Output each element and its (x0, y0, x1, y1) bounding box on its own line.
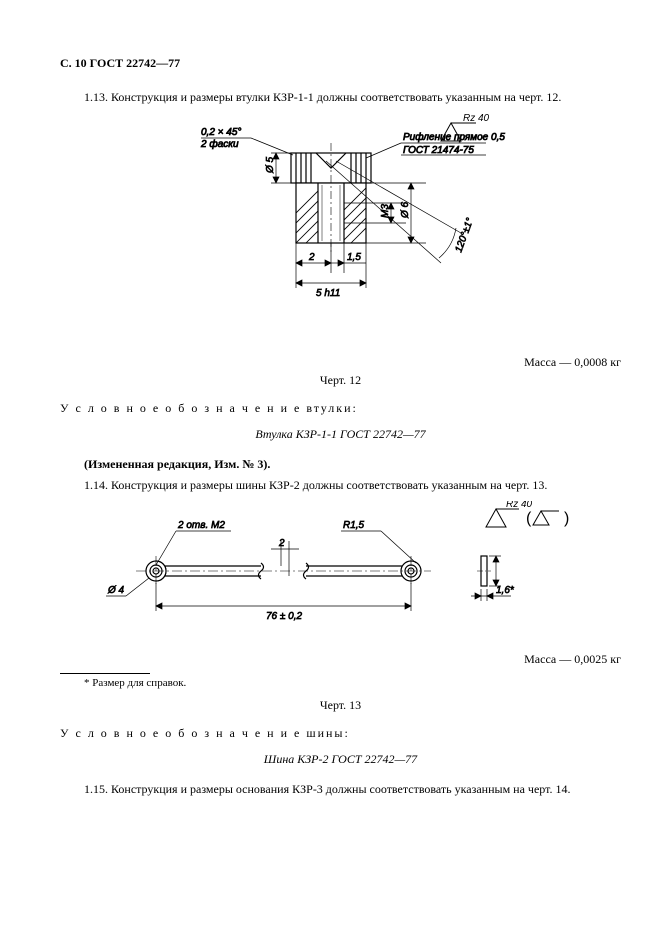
dim-bottom: 2 1,5 5 h11 (296, 243, 366, 299)
designation-label-vtulka: У с л о в н о е о б о з н а ч е н и е вт… (60, 400, 621, 416)
rz-label: Rz 40 (463, 113, 490, 124)
d5-label: Ø 5 (265, 157, 276, 175)
holes-label: 2 отв. М2 (177, 520, 225, 531)
para-1-15: 1.15. Конструкция и размеры основания КЗ… (60, 781, 621, 797)
footnote-separator (60, 673, 150, 674)
designation-vtulka: Втулка КЗР-1-1 ГОСТ 22742—77 (60, 426, 621, 442)
rz13-label: Rz 40 (506, 501, 533, 510)
fig12-mass: Масса — 0,0008 кг (60, 354, 621, 370)
rz-symbol-13: Rz 40 ( ) (486, 501, 569, 527)
busbar-outline (136, 556, 431, 586)
document-page: С. 10 ГОСТ 22742—77 1.13. Конструкция и … (0, 0, 661, 936)
busbar-side (477, 556, 491, 586)
angle-label: 120°±1° (453, 217, 476, 254)
m3-label: М3 (380, 204, 391, 218)
fig13-mass: Масса — 0,0025 кг (60, 651, 621, 667)
figure-12: Rz 40 (60, 113, 621, 347)
designation-label-shina: У с л о в н о е о б о з н а ч е н и е ши… (60, 725, 621, 741)
dim5h-label: 5 h11 (316, 288, 340, 299)
knurl-callout: Рифление прямое 0,5 ГОСТ 21474-75 (366, 131, 505, 158)
chamfer-callout: 0,2 × 45° 2 фаски (200, 127, 293, 155)
knurl-top: Рифление прямое 0,5 (403, 131, 505, 143)
para-1-14: 1.14. Конструкция и размеры шины КЗР-2 д… (60, 477, 621, 493)
drawing-12-svg: Rz 40 (131, 113, 551, 343)
knurl-gost: ГОСТ 21474-75 (403, 145, 474, 156)
dim2-label: 2 (308, 252, 315, 263)
d6-label: Ø 6 (400, 202, 411, 220)
fig13-caption: Черт. 13 (60, 697, 621, 713)
amendment: (Измененная редакция, Изм. № 3). (60, 456, 621, 472)
d4-label: Ø 4 (107, 585, 125, 596)
fig12-caption: Черт. 12 (60, 372, 621, 388)
len-label: 76 ± 0,2 (266, 611, 303, 622)
svg-text:(: ( (526, 510, 532, 527)
designation-shina: Шина КЗР-2 ГОСТ 22742—77 (60, 751, 621, 767)
chamfer-top: 0,2 × 45° (201, 127, 241, 138)
drawing-13-svg: Rz 40 ( ) (81, 501, 601, 641)
page-header: С. 10 ГОСТ 22742—77 (60, 55, 621, 71)
part-outline (291, 143, 376, 258)
dim15-label: 1,5 (347, 252, 361, 263)
svg-text:): ) (564, 510, 569, 527)
thk-label: 1,6* (496, 585, 515, 596)
r15-label: R1,5 (343, 520, 365, 531)
figure-13: Rz 40 ( ) (60, 501, 621, 645)
dim-d5: Ø 5 (265, 153, 291, 183)
para-1-13: 1.13. Конструкция и размеры втулки КЗР-1… (60, 89, 621, 105)
dim2-13: 2 (278, 538, 285, 549)
chamfer-bot: 2 фаски (200, 138, 239, 150)
footnote: * Размер для справок. (84, 676, 621, 691)
